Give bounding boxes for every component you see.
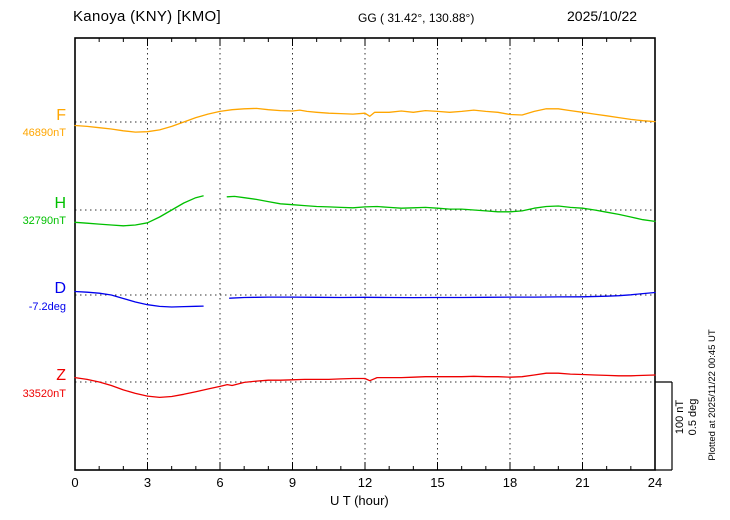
trace-D <box>74 290 204 308</box>
series-baseline-value-D: -7.2deg <box>28 301 66 313</box>
x-tick-label: 9 <box>288 475 297 490</box>
series-label-Z: Z <box>56 367 66 384</box>
series-baseline-value-F: 46890nT <box>22 127 66 139</box>
x-tick-label: 12 <box>357 475 373 490</box>
x-tick-label: 3 <box>143 475 152 490</box>
series-label-D: D <box>54 280 66 297</box>
x-tick-label: 15 <box>430 475 445 490</box>
x-tick-label: 24 <box>647 475 663 490</box>
trace-Z <box>74 372 656 399</box>
series-baseline-value-H: 32790nT <box>22 215 66 227</box>
scale-note-deg: 0.5 deg <box>687 398 699 436</box>
observation-date: 2025/10/22 <box>567 8 638 24</box>
x-tick-label: 18 <box>502 475 518 490</box>
series-baseline-value-Z: 33520nT <box>22 388 66 400</box>
x-tick-label: 6 <box>216 475 224 490</box>
station-title: Kanoya (KNY) [KMO] <box>73 8 221 25</box>
series-label-F: F <box>56 107 66 124</box>
scale-note: 100 nT 0.5 deg <box>674 347 702 487</box>
x-axis-tick-labels: 0 3 6 9 12 15 18 21 24 <box>0 475 730 491</box>
x-axis-label: U T (hour) <box>330 493 389 508</box>
trace-D <box>229 291 656 299</box>
plotted-timestamp-note: Plotted at 2025/11/22 00:45 UT <box>707 329 718 461</box>
trace-F <box>74 107 656 133</box>
series-label-H: H <box>54 195 66 212</box>
trace-H <box>74 195 204 227</box>
plot-frame <box>74 37 656 471</box>
trace-H <box>226 195 656 223</box>
x-tick-label: 21 <box>575 475 590 490</box>
scale-note-nt: 100 nT <box>674 399 686 435</box>
x-tick-label: 0 <box>71 475 79 490</box>
geographic-coordinates: GG ( 31.42°, 130.88°) <box>358 11 475 25</box>
